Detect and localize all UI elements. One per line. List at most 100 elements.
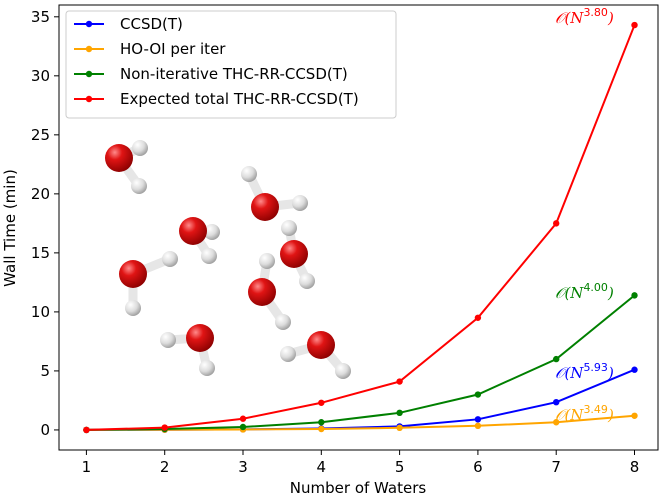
- y-tick-label: 30: [31, 67, 50, 85]
- legend-label: HO-OI per iter: [120, 40, 226, 58]
- water-molecule: [241, 166, 308, 221]
- hydrogen-atom: [160, 332, 176, 348]
- oxygen-atom: [105, 144, 133, 172]
- x-tick-label: 1: [82, 458, 92, 476]
- hydrogen-atom: [281, 220, 297, 236]
- data-point: [161, 424, 168, 431]
- hydrogen-atom: [280, 346, 296, 362]
- water-molecule: [179, 217, 220, 264]
- series-line: [86, 24, 636, 431]
- hydrogen-atom: [241, 166, 257, 182]
- data-point: [396, 409, 403, 417]
- oxygen-atom: [280, 240, 308, 268]
- data-point: [474, 391, 482, 398]
- legend: CCSD(T) HO-OI per iter Non-iterative THC-R…: [65, 10, 397, 119]
- legend-marker: [85, 20, 93, 28]
- y-tick-label: 5: [40, 362, 50, 380]
- water-molecule: [105, 140, 148, 194]
- oxygen-atom: [179, 217, 207, 245]
- x-axis: 1 2 3 4 5 6 7 8: [82, 450, 640, 476]
- data-point: [474, 416, 482, 423]
- data-point: [239, 415, 247, 422]
- data-point: [631, 21, 638, 29]
- legend-box: [65, 10, 397, 119]
- complexity-annotation: 𝒪(N3.80): [555, 6, 614, 27]
- data-point: [83, 426, 90, 434]
- hydrogen-atom: [162, 251, 178, 267]
- data-point: [318, 399, 325, 406]
- legend-marker: [85, 70, 93, 78]
- water-molecule: [280, 331, 351, 379]
- hydrogen-atom: [259, 253, 275, 269]
- legend-label: CCSD(T): [120, 15, 183, 33]
- x-tick-label: 4: [317, 458, 327, 476]
- y-tick-label: 35: [31, 8, 50, 26]
- hydrogen-atom: [125, 300, 141, 316]
- data-point: [318, 425, 325, 433]
- data-point: [474, 314, 482, 321]
- hydrogen-atom: [199, 360, 215, 376]
- data-point: [553, 398, 560, 406]
- complexity-annotation: 𝒪(N5.93): [555, 361, 614, 382]
- data-point: [239, 423, 247, 431]
- hydrogen-atom: [299, 273, 315, 289]
- y-tick-label: 10: [31, 303, 50, 321]
- oxygen-atom: [119, 260, 147, 288]
- series-3: [83, 21, 638, 434]
- x-tick-label: 7: [551, 458, 561, 476]
- data-point: [631, 412, 638, 419]
- data-point: [396, 424, 403, 432]
- data-point: [396, 378, 403, 385]
- x-tick-label: 3: [238, 458, 248, 476]
- water-molecule: [248, 253, 291, 330]
- hydrogen-atom: [292, 195, 308, 211]
- x-tick-label: 2: [160, 458, 170, 476]
- water-molecule: [280, 220, 315, 289]
- annotations: 𝒪(N5.93) 𝒪(N3.49) 𝒪(N4.00) 𝒪(N3.80): [555, 6, 614, 424]
- hydrogen-atom: [335, 363, 351, 379]
- legend-entry: Non-iterative THC-RR-CCSD(T): [74, 65, 348, 83]
- x-tick-label: 5: [395, 458, 405, 476]
- x-tick-label: 8: [630, 458, 640, 476]
- oxygen-atom: [186, 324, 214, 352]
- water-cluster-image: [105, 140, 351, 379]
- data-point: [631, 292, 638, 299]
- legend-entry: CCSD(T): [74, 15, 183, 33]
- legend-marker: [85, 95, 93, 103]
- y-axis: 0 5 10 15 20 25 30 35: [31, 8, 59, 439]
- legend-label: Expected total THC-RR-CCSD(T): [120, 90, 359, 108]
- legend-label: Non-iterative THC-RR-CCSD(T): [120, 65, 348, 83]
- legend-marker: [85, 45, 93, 53]
- data-point: [553, 220, 560, 227]
- complexity-annotation: 𝒪(N4.00): [555, 281, 614, 302]
- data-point: [318, 419, 325, 426]
- hydrogen-atom: [132, 140, 148, 156]
- legend-entry: Expected total THC-RR-CCSD(T): [74, 90, 359, 108]
- x-axis-title: Number of Waters: [290, 479, 427, 497]
- y-tick-label: 0: [40, 421, 50, 439]
- water-molecule: [119, 251, 178, 316]
- water-molecule: [160, 324, 215, 376]
- oxygen-atom: [307, 331, 335, 359]
- y-tick-label: 20: [31, 185, 50, 203]
- y-tick-label: 25: [31, 126, 50, 144]
- legend-entry: HO-OI per iter: [74, 40, 226, 58]
- x-tick-label: 6: [473, 458, 483, 476]
- complexity-annotation: 𝒪(N3.49): [555, 403, 614, 424]
- data-point: [474, 422, 482, 430]
- oxygen-atom: [251, 193, 279, 221]
- series-line: [86, 294, 636, 431]
- y-tick-label: 15: [31, 244, 50, 262]
- series-line: [86, 414, 635, 431]
- hydrogen-atom: [201, 248, 217, 264]
- data-point: [553, 419, 560, 426]
- data-point: [631, 366, 638, 373]
- hydrogen-atom: [131, 178, 147, 194]
- hydrogen-atom: [204, 224, 220, 240]
- data-point: [553, 355, 560, 363]
- y-axis-title: Wall Time (min): [1, 169, 19, 287]
- oxygen-atom: [248, 278, 276, 306]
- hydrogen-atom: [275, 314, 291, 330]
- series-layer: [83, 21, 638, 434]
